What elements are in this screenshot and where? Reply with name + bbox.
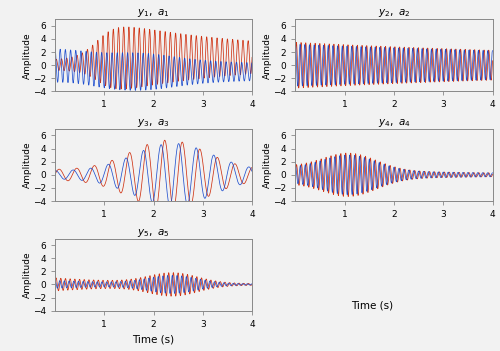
Y-axis label: Amplitude: Amplitude xyxy=(22,32,32,79)
Y-axis label: Amplitude: Amplitude xyxy=(22,251,32,298)
Title: $y_5,\ a_5$: $y_5,\ a_5$ xyxy=(138,226,170,239)
Y-axis label: Amplitude: Amplitude xyxy=(22,142,32,188)
Y-axis label: Amplitude: Amplitude xyxy=(263,142,272,188)
X-axis label: Time (s): Time (s) xyxy=(132,334,174,344)
Title: $y_1,\ a_1$: $y_1,\ a_1$ xyxy=(138,7,170,19)
Text: Time (s): Time (s) xyxy=(352,300,394,310)
Y-axis label: Amplitude: Amplitude xyxy=(263,32,272,79)
Title: $y_2,\ a_2$: $y_2,\ a_2$ xyxy=(378,7,410,19)
Title: $y_4,\ a_4$: $y_4,\ a_4$ xyxy=(378,117,410,129)
Title: $y_3,\ a_3$: $y_3,\ a_3$ xyxy=(138,117,170,129)
